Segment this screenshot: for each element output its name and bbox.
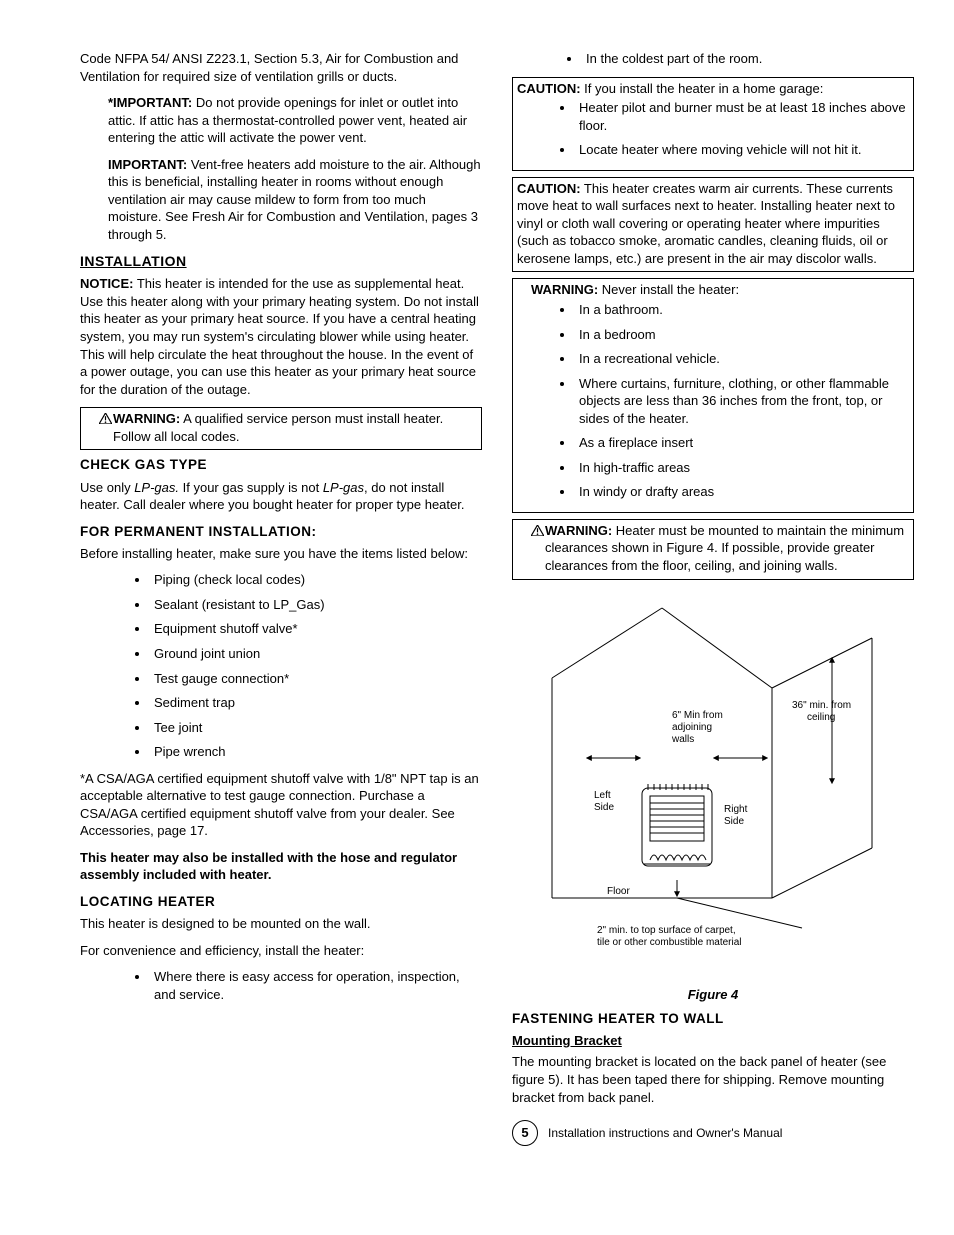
warning-2: WARNING: Never install the heater: [517, 281, 909, 299]
important-2-label: IMPORTANT: [108, 157, 187, 172]
page-number: 5 [512, 1120, 538, 1146]
caution-box-2: CAUTION: This heater creates warm air cu… [512, 177, 914, 273]
list-item: Locate heater where moving vehicle will … [575, 141, 909, 159]
footer-text: Installation instructions and Owner's Ma… [548, 1125, 782, 1141]
page-footer: 5 Installation instructions and Owner's … [512, 1120, 914, 1146]
fastening-heading: FASTENING HEATER TO WALL [512, 1010, 914, 1028]
permanent-install-intro: Before installing heater, make sure you … [80, 545, 482, 563]
caution-1-label: CAUTION: [517, 81, 581, 96]
svg-text:ceiling: ceiling [807, 712, 835, 723]
warning-box-3: WARNING: Heater must be mounted to maint… [512, 519, 914, 580]
permanent-install-note: *A CSA/AGA certified equipment shutoff v… [80, 770, 482, 840]
list-item: Pipe wrench [150, 743, 482, 761]
checkgas-p2: If your gas supply is not [179, 480, 323, 495]
checkgas-p1: Use only [80, 480, 134, 495]
check-gas-para: Use only LP-gas. If your gas supply is n… [80, 479, 482, 514]
important-1-label: *IMPORTANT: [108, 95, 192, 110]
figure-4-diagram: 36" min. from ceiling 6" Min from adjoin… [512, 598, 914, 973]
list-item: Sealant (resistant to LP_Gas) [150, 596, 482, 614]
list-item: In a recreational vehicle. [575, 350, 909, 368]
label-walls: 6" Min from [672, 710, 723, 721]
list-item: In a bathroom. [575, 301, 909, 319]
figure-4-caption: Figure 4 [512, 986, 914, 1004]
warning-2-label: WARNING: [531, 282, 598, 297]
warning-2-text: Never install the heater: [598, 282, 739, 297]
svg-text:Side: Side [594, 802, 614, 813]
list-item: In high-traffic areas [575, 459, 909, 477]
svg-text:walls: walls [671, 734, 694, 745]
notice-para: NOTICE: This heater is intended for the … [80, 275, 482, 398]
locating-heading: LOCATING HEATER [80, 893, 482, 911]
important-1: *IMPORTANT: Do not provide openings for … [80, 94, 482, 147]
locating-list: Where there is easy access for operation… [80, 968, 482, 1003]
list-item: In the coldest part of the room. [582, 50, 914, 68]
label-left: Left [594, 790, 611, 801]
checkgas-lp1: LP-gas. [134, 480, 179, 495]
important-2: IMPORTANT: Vent-free heaters add moistur… [80, 156, 482, 244]
caution-1: CAUTION: If you install the heater in a … [517, 80, 909, 98]
notice-text: This heater is intended for the use as s… [80, 276, 479, 396]
list-item: Test gauge connection* [150, 670, 482, 688]
mounting-bracket-heading: Mounting Bracket [512, 1032, 914, 1050]
check-gas-heading: CHECK GAS TYPE [80, 456, 482, 474]
caution-box-1: CAUTION: If you install the heater in a … [512, 77, 914, 171]
page-columns: Code NFPA 54/ ANSI Z223.1, Section 5.3, … [80, 50, 914, 1146]
list-item: Tee joint [150, 719, 482, 737]
list-item: Sediment trap [150, 694, 482, 712]
right-column: In the coldest part of the room. CAUTION… [512, 50, 914, 1146]
permanent-install-heading: FOR PERMANENT INSTALLATION: [80, 523, 482, 541]
permanent-install-bold: This heater may also be installed with t… [80, 849, 482, 884]
list-item: Equipment shutoff valve* [150, 620, 482, 638]
list-item: Where there is easy access for operation… [150, 968, 482, 1003]
intro-para: Code NFPA 54/ ANSI Z223.1, Section 5.3, … [80, 50, 482, 85]
list-item: Ground joint union [150, 645, 482, 663]
permanent-install-list: Piping (check local codes) Sealant (resis… [80, 571, 482, 760]
list-item: In a bedroom [575, 326, 909, 344]
notice-label: NOTICE: [80, 276, 133, 291]
locating-p1: This heater is designed to be mounted on… [80, 915, 482, 933]
caution-1-list: Heater pilot and burner must be at least… [517, 99, 909, 159]
locating-p2: For convenience and efficiency, install … [80, 942, 482, 960]
svg-text:adjoining: adjoining [672, 722, 712, 733]
installation-heading: INSTALLATION [80, 252, 482, 271]
warning-box-1: WARNING: A qualified service person must… [80, 407, 482, 450]
label-floor: Floor [607, 886, 630, 897]
svg-text:Side: Side [724, 816, 744, 827]
warning-icon [99, 413, 112, 424]
caution-2: CAUTION: This heater creates warm air cu… [517, 180, 909, 268]
warning-1: WARNING: A qualified service person must… [85, 410, 477, 445]
list-item: Where curtains, furniture, clothing, or … [575, 375, 909, 428]
warning-box-2: WARNING: Never install the heater: In a … [512, 278, 914, 512]
label-carpet: 2" min. to top surface of carpet, [597, 925, 736, 936]
list-item: Piping (check local codes) [150, 571, 482, 589]
warning-3: WARNING: Heater must be mounted to maint… [517, 522, 909, 575]
clearance-diagram-svg: 36" min. from ceiling 6" Min from adjoin… [512, 598, 912, 968]
warning-3-label: WARNING: [545, 523, 612, 538]
warning-1-label: WARNING: [113, 411, 180, 426]
list-item: In windy or drafty areas [575, 483, 909, 501]
left-column: Code NFPA 54/ ANSI Z223.1, Section 5.3, … [80, 50, 482, 1146]
list-item: As a fireplace insert [575, 434, 909, 452]
label-ceiling: 36" min. from [792, 700, 851, 711]
warning-2-list: In a bathroom. In a bedroom In a recreatio… [517, 301, 909, 501]
warning-icon [531, 525, 544, 536]
mounting-bracket-para: The mounting bracket is located on the b… [512, 1053, 914, 1106]
cold-list: In the coldest part of the room. [512, 50, 914, 68]
caution-2-label: CAUTION: [517, 181, 581, 196]
label-right: Right [724, 804, 748, 815]
checkgas-lp2: LP-gas [323, 480, 364, 495]
list-item: Heater pilot and burner must be at least… [575, 99, 909, 134]
svg-text:tile or other combustible mate: tile or other combustible material [597, 937, 742, 948]
caution-1-text: If you install the heater in a home gara… [581, 81, 824, 96]
